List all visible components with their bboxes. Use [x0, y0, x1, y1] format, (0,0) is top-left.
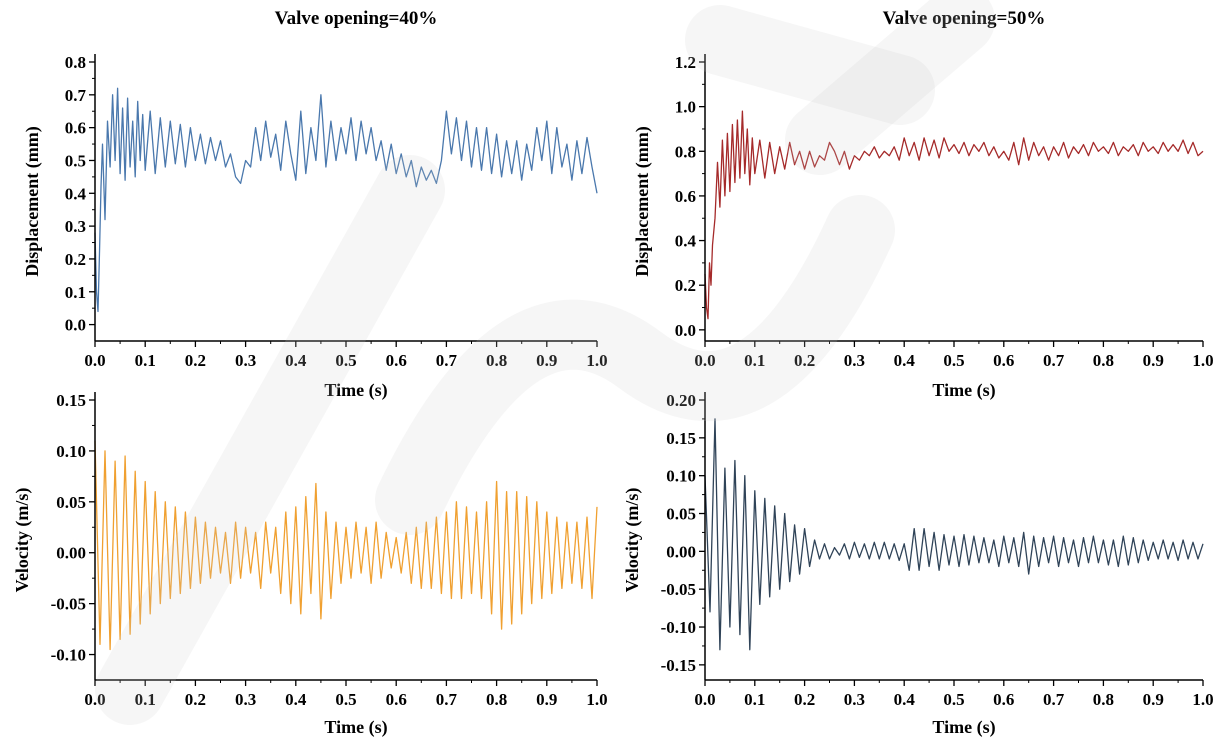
x-tick-label: 0.5: [943, 690, 964, 709]
y-tick-label: 0.0: [675, 321, 696, 340]
x-tick-label: 0.3: [844, 690, 865, 709]
x-tick-label: 0.6: [993, 690, 1014, 709]
x-tick-label: 0.9: [536, 351, 557, 370]
chart-title: Valve opening=50%: [883, 8, 1046, 29]
y-tick-label: 0.10: [56, 442, 86, 461]
y-tick-label: 0.05: [56, 493, 86, 512]
x-tick-label: 0.4: [285, 690, 307, 709]
x-tick-label: 0.8: [486, 690, 507, 709]
y-tick-label: 0.8: [675, 142, 696, 161]
y-axis-label: Displacement (mm): [22, 126, 43, 276]
y-tick-label: -0.10: [51, 646, 86, 665]
y-tick-label: 1.2: [675, 53, 696, 72]
x-tick-label: 0.8: [1093, 690, 1114, 709]
y-tick-label: 0.6: [675, 187, 696, 206]
x-tick-label: 0.2: [185, 351, 206, 370]
y-tick-label: 0.2: [675, 276, 696, 295]
x-tick-label: 0.6: [993, 351, 1014, 370]
x-tick-label: 0.2: [794, 690, 815, 709]
y-axis-label: Velocity (m/s): [622, 488, 643, 593]
x-tick-label: 0.1: [744, 690, 765, 709]
y-tick-label: 0.6: [65, 119, 86, 138]
x-tick-label: 0.1: [744, 351, 765, 370]
x-axis-label: Time (s): [324, 380, 387, 401]
y-tick-label: 0.00: [666, 542, 696, 561]
x-tick-label: 0.7: [436, 690, 458, 709]
x-tick-label: 0.0: [694, 351, 715, 370]
x-axis-label: Time (s): [324, 717, 387, 738]
y-tick-label: 0.10: [666, 467, 696, 486]
x-tick-label: 0.0: [84, 690, 105, 709]
x-tick-label: 0.4: [894, 351, 916, 370]
chart-title: Valve opening=40%: [275, 8, 438, 29]
y-tick-label: 0.20: [666, 391, 696, 410]
x-tick-label: 0.5: [335, 690, 356, 709]
y-tick-label: 0.7: [65, 86, 87, 105]
y-tick-label: -0.05: [661, 580, 696, 599]
y-tick-label: -0.15: [661, 656, 696, 675]
x-axis-label: Time (s): [932, 380, 995, 401]
y-tick-label: 0.4: [675, 232, 697, 251]
x-tick-label: 0.0: [84, 351, 105, 370]
chart-panel-2: Valve opening=50% 0.0 0.1 0.2 0.3 0.4 0.5 0.6 0.…: [632, 8, 1214, 401]
x-tick-label: 0.4: [894, 690, 916, 709]
x-tick-label: 0.9: [1143, 351, 1164, 370]
chart-panel-1: Valve opening=40% 0.0 0.1 0.2 0.3 0.4 0.5 0.6 0.…: [22, 8, 608, 401]
x-tick-label: 0.8: [1093, 351, 1114, 370]
series-line: [704, 110, 1204, 320]
x-tick-label: 0.1: [135, 351, 156, 370]
y-tick-label: 0.00: [56, 544, 86, 563]
x-tick-label: 0.9: [536, 690, 557, 709]
x-tick-label: 1.0: [1192, 690, 1213, 709]
y-tick-label: 0.4: [65, 184, 87, 203]
x-tick-label: 0.4: [285, 351, 307, 370]
x-tick-label: 0.9: [1143, 690, 1164, 709]
x-tick-label: 0.7: [436, 351, 458, 370]
series-line: [94, 440, 598, 651]
x-tick-label: 0.5: [335, 351, 356, 370]
y-axis-label: Velocity (m/s): [12, 488, 33, 593]
series-line: [94, 87, 598, 313]
x-tick-label: 0.3: [235, 690, 256, 709]
x-tick-label: 0.0: [694, 690, 715, 709]
x-tick-label: 1.0: [1192, 351, 1213, 370]
y-tick-label: -0.10: [661, 618, 696, 637]
x-tick-label: 0.6: [386, 690, 407, 709]
chart-panel-4: 0.0 0.1 0.2 0.3 0.4 0.5 0.6 0.7 0.8 0.9 1.0 -0.15 -0…: [622, 391, 1214, 738]
x-axis-label: Time (s): [932, 717, 995, 738]
x-tick-label: 0.1: [135, 690, 156, 709]
y-tick-label: 0.0: [65, 316, 86, 335]
x-tick-label: 0.3: [235, 351, 256, 370]
x-tick-label: 0.7: [1043, 690, 1065, 709]
y-tick-label: 0.1: [65, 283, 86, 302]
y-tick-label: 0.2: [65, 250, 86, 269]
y-tick-label: -0.05: [51, 595, 86, 614]
y-tick-label: 0.15: [56, 391, 86, 410]
x-tick-label: 0.3: [844, 351, 865, 370]
x-tick-label: 0.2: [185, 690, 206, 709]
x-tick-label: 0.6: [386, 351, 407, 370]
y-tick-label: 0.05: [666, 505, 696, 524]
x-tick-label: 0.2: [794, 351, 815, 370]
x-tick-label: 0.5: [943, 351, 964, 370]
x-tick-label: 0.8: [486, 351, 507, 370]
x-tick-label: 0.7: [1043, 351, 1065, 370]
y-tick-label: 0.5: [65, 151, 86, 170]
y-tick-label: 0.3: [65, 217, 86, 236]
y-axis-label: Displacement (mm): [632, 126, 653, 276]
series-line: [704, 418, 1204, 651]
x-tick-label: 1.0: [586, 351, 607, 370]
y-tick-label: 1.0: [675, 98, 696, 117]
y-tick-label: 0.8: [65, 53, 86, 72]
chart-panel-3: 0.0 0.1 0.2 0.3 0.4 0.5 0.6 0.7 0.8 0.9 1.0 -0.10 -0…: [12, 391, 608, 738]
y-tick-label: 0.15: [666, 429, 696, 448]
x-tick-label: 1.0: [586, 690, 607, 709]
